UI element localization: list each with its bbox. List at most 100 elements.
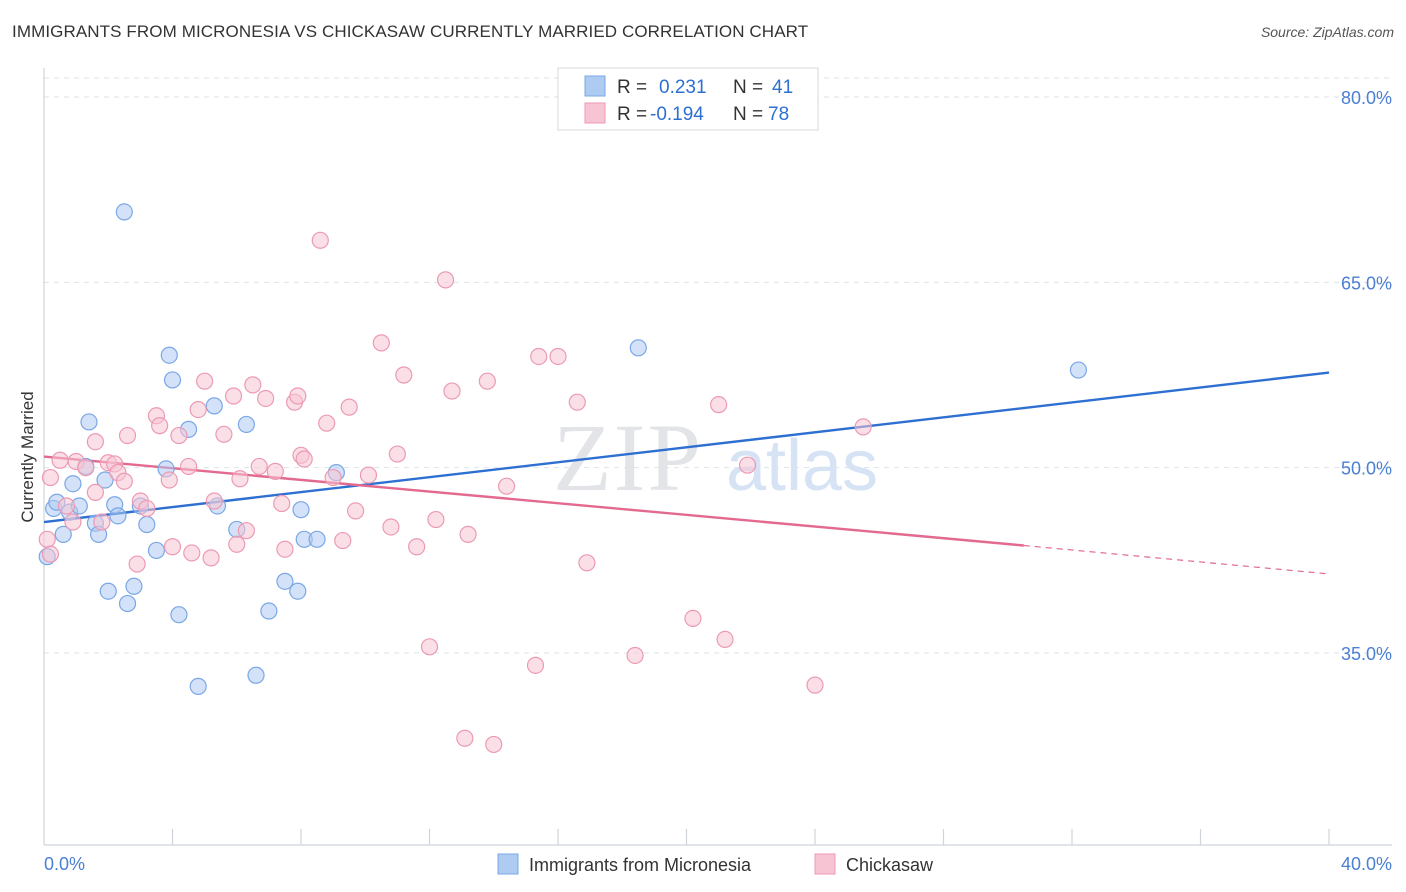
correlation-legend: R = 0.231 N = 41 R = -0.194 N = 78 xyxy=(557,67,819,131)
series-swatch-blue xyxy=(497,853,519,875)
point-chickasaw xyxy=(568,393,586,411)
point-chickasaw xyxy=(215,425,233,443)
point-micronesia xyxy=(54,525,72,543)
point-chickasaw xyxy=(427,510,445,529)
point-chickasaw xyxy=(151,417,169,435)
legend-n-label: N = xyxy=(733,104,763,125)
point-chickasaw xyxy=(806,676,824,694)
gridlines xyxy=(44,77,1392,654)
point-chickasaw xyxy=(250,457,268,476)
point-micronesia xyxy=(276,572,294,590)
point-chickasaw xyxy=(231,470,249,488)
point-chickasaw xyxy=(196,372,214,390)
x-tick-label: 0.0% xyxy=(44,854,85,874)
point-micronesia xyxy=(247,666,265,684)
point-chickasaw xyxy=(526,656,545,674)
point-chickasaw xyxy=(41,468,60,487)
trend-line-micronesia xyxy=(43,371,1330,524)
point-chickasaw xyxy=(189,400,207,419)
point-micronesia xyxy=(629,339,647,357)
trend-line-chickasaw xyxy=(43,455,1024,547)
point-chickasaw xyxy=(459,525,477,543)
point-micronesia xyxy=(163,371,182,389)
point-chickasaw xyxy=(854,418,872,436)
y-tick-label: 50.0% xyxy=(1341,459,1392,479)
watermark-zip: ZIP xyxy=(553,404,703,511)
point-micronesia xyxy=(205,397,223,415)
point-chickasaw xyxy=(334,531,352,550)
point-micronesia xyxy=(292,501,310,519)
point-micronesia xyxy=(125,577,143,595)
point-chickasaw xyxy=(138,499,156,518)
point-chickasaw xyxy=(228,535,246,553)
series-swatch-pink xyxy=(814,853,836,875)
point-micronesia xyxy=(237,415,255,434)
point-chickasaw xyxy=(716,630,734,649)
point-micronesia xyxy=(170,606,188,624)
point-chickasaw xyxy=(244,376,262,394)
point-chickasaw xyxy=(478,372,496,390)
point-chickasaw xyxy=(163,538,182,556)
point-chickasaw xyxy=(160,471,178,489)
point-chickasaw xyxy=(115,472,133,490)
point-chickasaw xyxy=(382,518,400,536)
point-chickasaw xyxy=(289,387,307,405)
point-chickasaw xyxy=(485,735,503,754)
point-chickasaw xyxy=(684,609,702,628)
point-micronesia xyxy=(118,594,137,613)
point-chickasaw xyxy=(202,549,220,567)
y-axis-tick-labels: 80.0% 65.0% 50.0% 35.0% xyxy=(1341,88,1392,664)
point-chickasaw xyxy=(359,466,378,484)
point-chickasaw xyxy=(738,456,757,474)
point-micronesia xyxy=(115,203,133,221)
point-chickasaw xyxy=(205,492,223,510)
point-chickasaw xyxy=(710,396,728,414)
point-chickasaw xyxy=(86,433,105,451)
legend-swatch-pink xyxy=(584,102,606,124)
point-chickasaw xyxy=(388,445,406,463)
point-chickasaw xyxy=(77,459,95,477)
legend-n-value: 78 xyxy=(768,104,789,125)
y-tick-label: 35.0% xyxy=(1341,644,1392,664)
point-micronesia xyxy=(260,602,278,620)
y-axis-title: Currently Married xyxy=(18,391,37,522)
series-label-micronesia: Immigrants from Micronesia xyxy=(529,855,752,875)
point-chickasaw xyxy=(257,389,275,408)
point-micronesia xyxy=(147,541,166,560)
point-micronesia xyxy=(160,346,178,364)
point-chickasaw xyxy=(436,271,455,289)
point-chickasaw xyxy=(372,334,390,352)
point-chickasaw xyxy=(456,729,474,747)
point-chickasaw xyxy=(530,347,548,366)
x-axis-ticks xyxy=(171,829,1330,845)
point-chickasaw xyxy=(395,366,413,384)
point-chickasaw xyxy=(340,398,358,416)
point-micronesia xyxy=(99,582,117,600)
point-micronesia xyxy=(80,413,98,431)
point-micronesia xyxy=(96,471,114,489)
point-micronesia xyxy=(109,507,127,525)
point-chickasaw xyxy=(443,382,461,400)
series-label-chickasaw: Chickasaw xyxy=(846,855,934,875)
legend-n-value: 41 xyxy=(772,77,793,98)
point-chickasaw xyxy=(408,538,426,556)
point-micronesia xyxy=(289,582,307,600)
legend-r-value: -0.194 xyxy=(650,104,704,125)
trend-lines xyxy=(43,371,1330,575)
trend-line-chickasaw-extension xyxy=(1023,544,1330,575)
point-chickasaw xyxy=(224,387,243,405)
data-points xyxy=(38,203,1088,754)
point-chickasaw xyxy=(273,494,291,513)
point-chickasaw xyxy=(51,451,69,469)
point-micronesia xyxy=(138,515,156,534)
series-legend: Immigrants from Micronesia Chickasaw xyxy=(497,853,934,875)
point-chickasaw xyxy=(86,483,105,501)
point-chickasaw xyxy=(179,457,198,476)
point-chickasaw xyxy=(347,502,365,520)
point-chickasaw xyxy=(324,468,342,487)
legend-r-label: R = xyxy=(617,104,647,125)
x-tick-label: 40.0% xyxy=(1341,854,1392,874)
x-axis-tick-labels: 0.0% 40.0% xyxy=(44,854,1392,874)
point-chickasaw xyxy=(266,462,284,480)
